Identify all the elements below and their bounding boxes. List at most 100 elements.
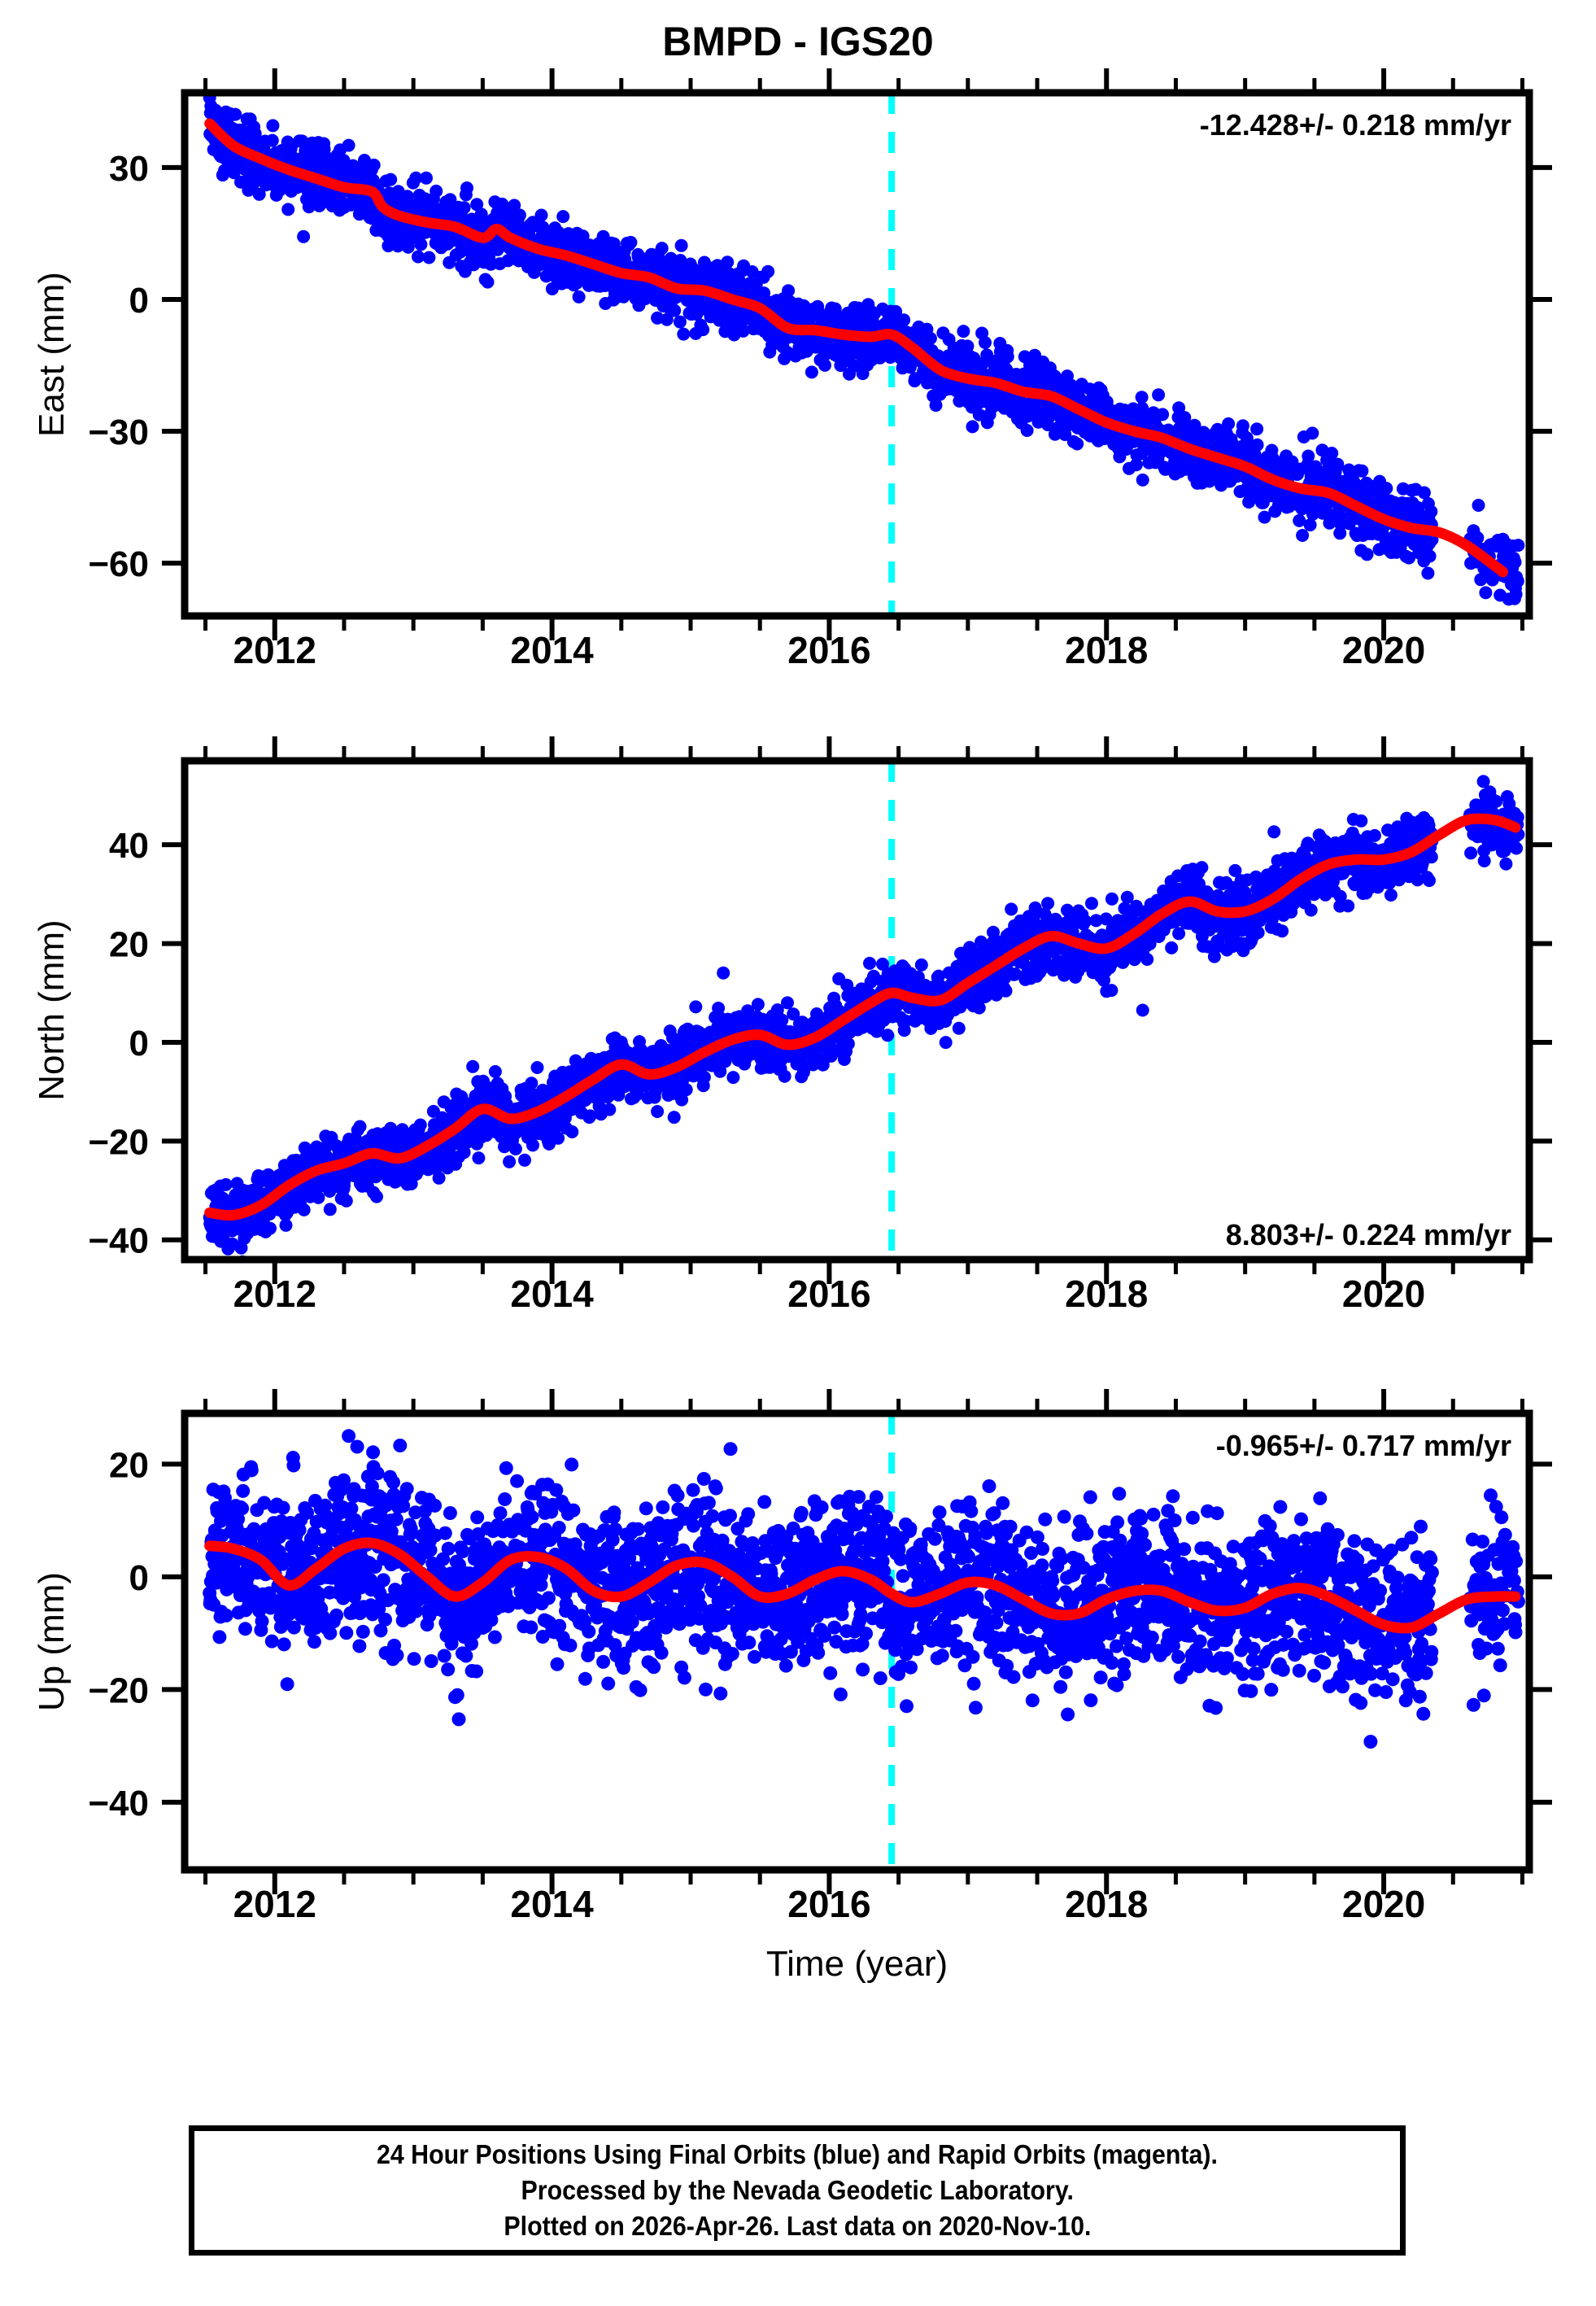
data-point	[818, 358, 831, 372]
data-point	[1325, 447, 1339, 460]
data-point	[229, 107, 242, 121]
data-point	[979, 336, 992, 349]
data-point	[552, 1131, 565, 1145]
data-point	[697, 1070, 711, 1084]
data-point	[1258, 510, 1271, 524]
data-point	[1105, 984, 1119, 998]
data-point	[342, 138, 355, 152]
data-point	[297, 229, 311, 243]
data-point	[432, 1171, 446, 1185]
data-point	[1135, 391, 1149, 404]
data-point	[430, 184, 443, 198]
data-point	[534, 208, 548, 222]
data-point	[630, 1087, 644, 1101]
data-point	[1085, 897, 1098, 911]
data-point	[525, 1077, 539, 1090]
data-point	[782, 284, 796, 298]
data-point	[876, 957, 889, 971]
data-point	[1058, 428, 1072, 441]
plot-area	[203, 93, 1525, 616]
data-point	[1129, 458, 1143, 472]
data-point	[1067, 917, 1081, 931]
data-point	[1165, 941, 1179, 954]
data-point	[460, 181, 473, 194]
data-point	[353, 1120, 367, 1133]
data-point	[583, 1109, 597, 1123]
data-point	[508, 1142, 522, 1155]
data-point	[472, 1151, 486, 1165]
data-point	[751, 998, 765, 1011]
data-point	[481, 275, 495, 289]
data-point	[923, 331, 937, 345]
data-point	[961, 339, 975, 353]
data-point	[339, 1194, 353, 1208]
data-point	[312, 1190, 325, 1204]
data-point	[651, 1105, 665, 1118]
data-point	[323, 1203, 337, 1216]
data-point	[679, 1083, 693, 1097]
data-point	[1099, 912, 1113, 926]
data-point	[1152, 388, 1166, 402]
data-point	[736, 324, 750, 338]
y-ticks: 300−30−60	[88, 149, 1552, 584]
data-point	[1296, 529, 1310, 542]
data-point	[1136, 1003, 1149, 1017]
data-point	[1009, 967, 1023, 981]
data-point	[384, 173, 398, 186]
data-point	[1511, 574, 1524, 588]
data-point	[667, 1111, 681, 1125]
data-point	[689, 1000, 703, 1014]
data-point	[208, 103, 222, 117]
data-point	[1303, 518, 1317, 532]
data-point	[466, 1059, 480, 1073]
data-point	[264, 1221, 277, 1235]
data-point	[1089, 914, 1103, 928]
data-point	[726, 1071, 740, 1085]
x-tick-label: 2020	[1342, 629, 1425, 671]
y-tick-label: 30	[109, 149, 149, 189]
data-point	[603, 1103, 617, 1116]
data-point	[404, 1177, 418, 1190]
data-point	[675, 1093, 689, 1107]
data-point	[668, 304, 682, 317]
data-point	[972, 1001, 986, 1015]
data-point	[889, 304, 903, 318]
data-point	[696, 323, 710, 337]
data-point	[576, 229, 590, 243]
data-point	[1250, 422, 1264, 436]
data-point	[721, 255, 735, 269]
data-point	[957, 325, 970, 338]
data-point	[1001, 350, 1014, 364]
data-point	[1236, 419, 1249, 433]
data-point	[370, 1190, 383, 1203]
data-point	[1380, 482, 1393, 496]
data-point	[1172, 927, 1186, 941]
data-point	[1178, 411, 1192, 425]
y-tick-label: 0	[129, 281, 149, 321]
data-point	[409, 171, 423, 185]
data-point	[1302, 449, 1315, 463]
x-tick-label: 2012	[233, 629, 316, 671]
page-title: BMPD - IGS20	[662, 19, 934, 64]
data-point	[219, 1177, 233, 1191]
data-point	[457, 201, 471, 215]
data-point	[952, 1021, 966, 1035]
y-axis-label: East (mm)	[32, 272, 72, 437]
data-point	[1479, 586, 1493, 600]
data-point	[572, 290, 586, 304]
data-point	[530, 1061, 544, 1074]
model-fit-curve	[204, 118, 1509, 578]
x-tick-labels: 2012 2014 2016 2018 2020	[233, 629, 1426, 671]
data-point	[1005, 902, 1018, 916]
data-point	[1020, 424, 1034, 437]
data-point	[1240, 431, 1254, 445]
data-point	[1172, 401, 1186, 415]
data-point	[787, 1007, 800, 1021]
x-ticks	[203, 68, 1524, 640]
data-point	[413, 1118, 427, 1132]
data-point	[673, 315, 687, 329]
data-point	[863, 956, 876, 970]
